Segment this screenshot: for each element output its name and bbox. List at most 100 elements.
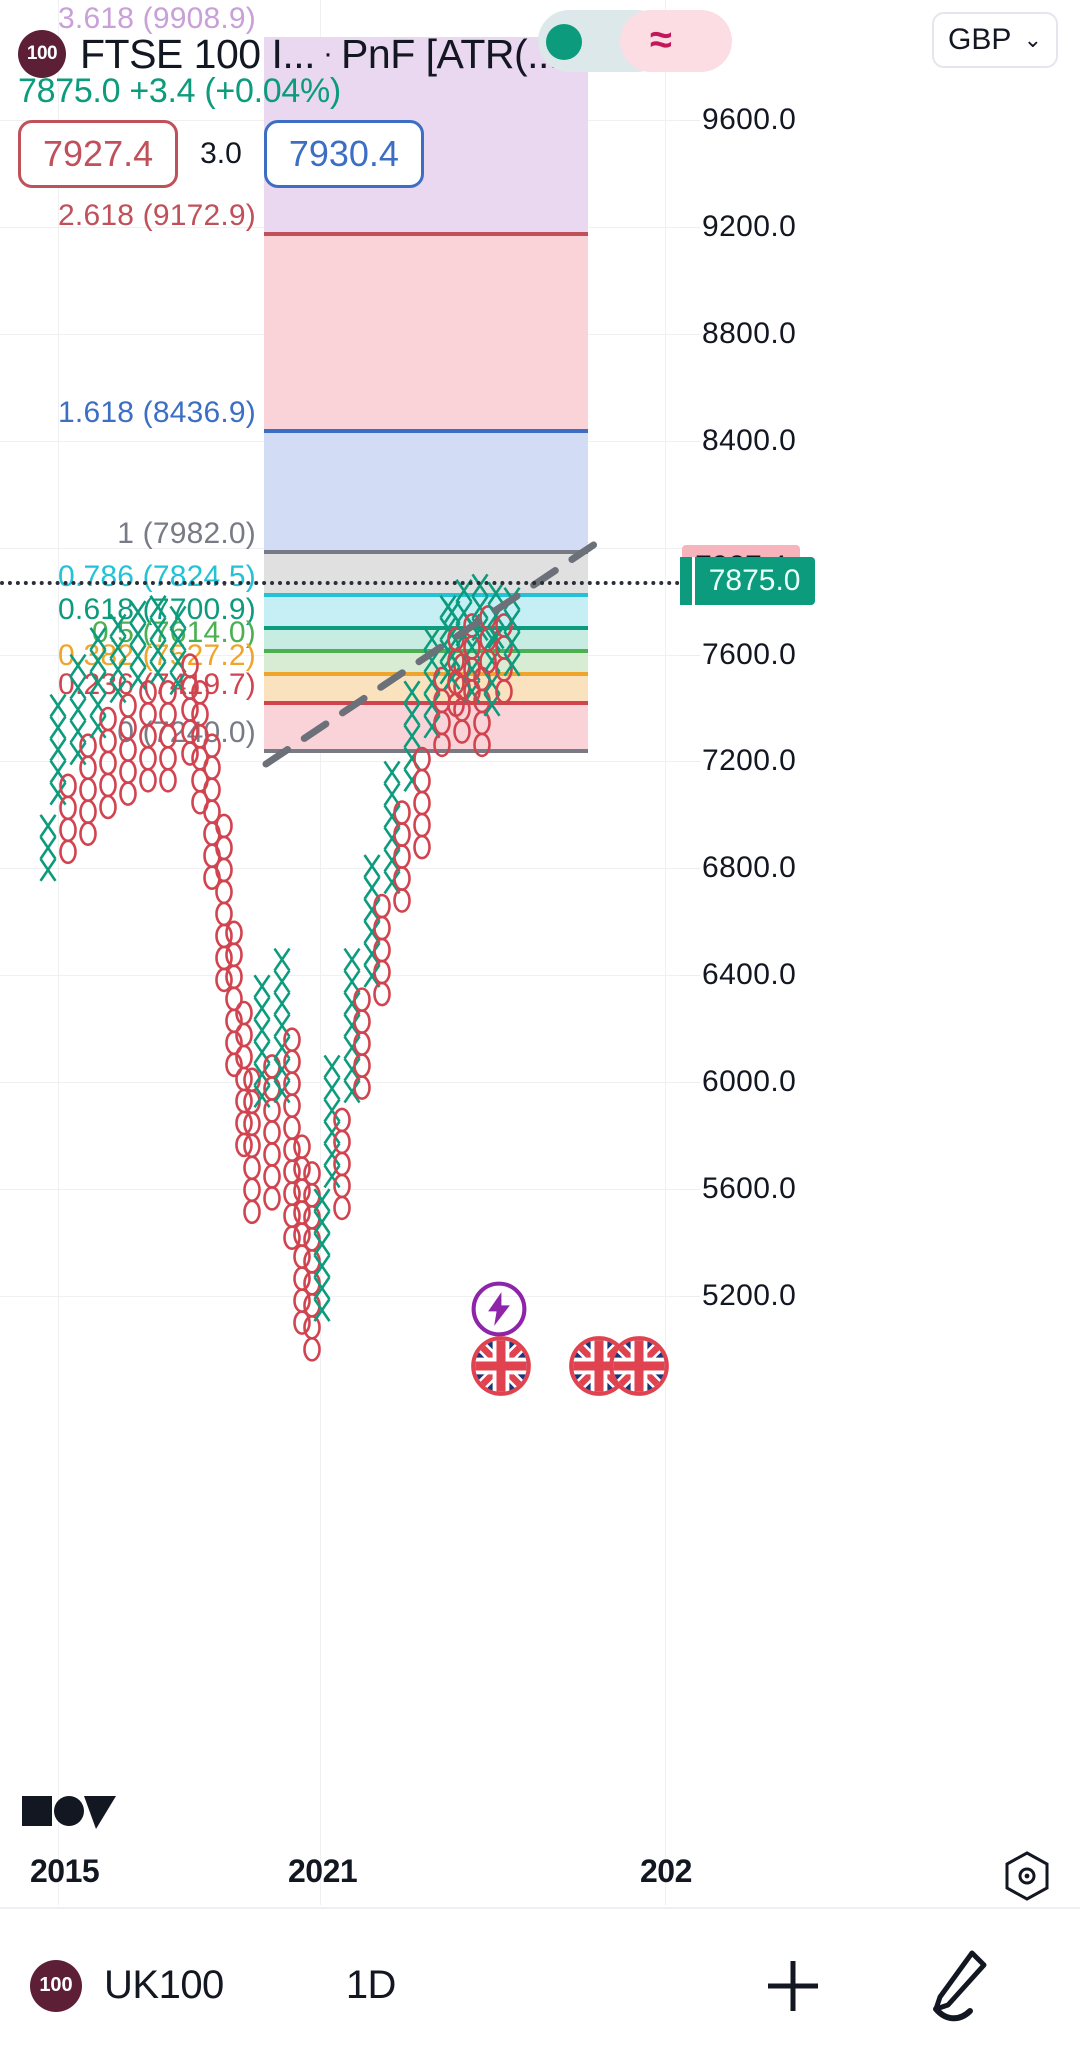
scale-gridline <box>680 975 700 977</box>
gridline-vertical <box>320 0 321 1905</box>
pnf-x-column <box>49 693 67 806</box>
fib-line-0.618[interactable] <box>264 625 588 630</box>
fib-band <box>264 430 588 553</box>
gridline-vertical <box>665 0 666 1905</box>
pnf-o-column <box>225 920 243 1078</box>
price-tick-5600.0: 5600.0 <box>702 1172 797 1206</box>
scale-gridline <box>680 226 700 228</box>
pnf-x-column <box>253 974 271 1109</box>
symbol-name[interactable]: FTSE 100 I... <box>80 30 316 77</box>
pnf-x-column <box>109 613 127 704</box>
pnf-o-column <box>283 1027 301 1251</box>
pnf-o-column <box>159 679 177 793</box>
pnf-o-column <box>59 773 77 865</box>
pnf-o-column <box>433 666 451 758</box>
pnf-o-column <box>393 800 411 913</box>
pnf-x-column <box>129 600 147 690</box>
gridline <box>0 1296 680 1297</box>
x-tick-2021: 2021 <box>288 1853 358 1889</box>
pnf-o-column <box>181 653 199 766</box>
pnf-x-column <box>343 947 361 1104</box>
last-price-badge: UK100 7875.0 <box>680 557 815 606</box>
gridline <box>0 1082 680 1084</box>
pnf-x-column <box>423 627 441 739</box>
pnf-o-column <box>139 679 157 793</box>
gridline <box>0 868 680 870</box>
price-tick-8800.0: 8800.0 <box>702 316 797 350</box>
fib-line-1[interactable] <box>264 550 588 555</box>
pnf-o-column <box>215 813 233 993</box>
fib-label-1: 1 (7982.0) <box>117 517 256 551</box>
pnf-o-column <box>243 1067 261 1225</box>
pnf-o-column <box>447 626 465 718</box>
pnf-x-column <box>273 947 291 1104</box>
scale-gridline <box>680 761 700 763</box>
price-tick-5200.0: 5200.0 <box>702 1279 797 1312</box>
pnf-o-column <box>303 1161 321 1362</box>
currency-selector[interactable]: GBP ⌄ <box>932 12 1058 68</box>
header-separator: · <box>323 37 334 70</box>
pnf-o-column <box>119 693 137 806</box>
chart-header: 100 FTSE 100 I... · PnF [ATR(... <box>0 0 1080 108</box>
pnf-o-column <box>99 706 117 820</box>
pnf-o-column <box>413 746 431 860</box>
approx-icon[interactable]: ≈ <box>650 18 672 62</box>
trend-line[interactable] <box>250 520 610 780</box>
pnf-o-column <box>495 613 513 704</box>
gridline <box>0 975 680 977</box>
price-tick-6800.0: 6800.0 <box>702 851 797 885</box>
gridline-vertical <box>58 0 59 1905</box>
x-tick-2015: 2015 <box>30 1853 100 1889</box>
tradingview-logo <box>22 1796 116 1829</box>
fib-label-0.382: 0.382 (7527.2) <box>58 639 256 672</box>
bottom-symbol-badge: 100 <box>30 1959 82 2012</box>
header-pill-pink <box>620 10 732 72</box>
symbol-badge: 100 <box>18 30 66 78</box>
uk-flag-icon[interactable] <box>470 1335 532 1397</box>
target-icon[interactable] <box>1000 1849 1054 1903</box>
fib-line-0.786[interactable] <box>264 592 588 597</box>
pnf-x-column <box>363 854 381 988</box>
chevron-down-icon: ⌄ <box>1023 27 1042 52</box>
pnf-o-column <box>293 1134 311 1335</box>
fib-label-3.618: 3.618 (9908.9) <box>58 2 256 36</box>
last-price-value: 7875.0 <box>691 557 815 606</box>
ask-price-box[interactable]: 7930.4 <box>263 120 424 188</box>
lightning-bolt-icon[interactable] <box>470 1280 528 1338</box>
scale-gridline <box>680 1189 700 1191</box>
fib-line-1.618[interactable] <box>264 428 588 433</box>
chart-plot-area[interactable]: 3.618 (9908.9) 2.618 (9172.9) 1.618 (8436.… <box>0 0 680 1905</box>
price-scale[interactable]: 9600.0 9200.0 8800.0 8400.0 7600.0 7200.0 6800… <box>680 0 1080 1905</box>
x-tick-2024: 202 <box>640 1853 692 1889</box>
study-name[interactable]: PnF [ATR(... <box>341 30 560 77</box>
pnf-x-column <box>439 595 457 685</box>
fib-band <box>264 594 588 628</box>
fib-label-1.618: 1.618 (8436.9) <box>58 395 256 429</box>
spread-value: 3.0 <box>200 137 242 170</box>
scale-gridline <box>680 1082 700 1084</box>
scale-gridline <box>680 868 700 870</box>
fib-line-2.618[interactable] <box>264 232 588 237</box>
time-axis[interactable]: 2015 2021 202 <box>0 1845 1080 1907</box>
bottom-symbol-label[interactable]: UK100 <box>104 1963 224 2007</box>
bottom-timeframe-label[interactable]: 1D <box>345 1963 397 2007</box>
last-price-symbol: UK100 <box>680 557 692 606</box>
pnf-x-column <box>323 1054 341 1189</box>
scale-gridline <box>680 1296 700 1297</box>
price-tick-6400.0: 6400.0 <box>702 958 797 992</box>
price-tick-8400.0: 8400.0 <box>702 423 797 457</box>
plus-icon[interactable] <box>762 1955 824 2017</box>
fib-label-2.618: 2.618 (9172.9) <box>58 199 256 233</box>
bid-ask-row: 7927.4 3.0 7930.4 <box>18 120 424 188</box>
scale-gridline <box>680 654 700 656</box>
quote-line: 7875.0 +3.4 (+0.04%) <box>18 72 341 110</box>
scale-gridline <box>680 120 700 121</box>
bid-price-box[interactable]: 7927.4 <box>18 120 179 188</box>
last-price-line <box>0 581 680 586</box>
uk-flag-icon[interactable] <box>608 1335 670 1397</box>
fib-line-0.236[interactable] <box>264 700 588 705</box>
price-tick-9200.0: 9200.0 <box>702 209 797 243</box>
pnf-o-column <box>463 613 481 704</box>
pencil-icon[interactable] <box>920 1947 992 2025</box>
pnf-x-column <box>39 814 57 882</box>
